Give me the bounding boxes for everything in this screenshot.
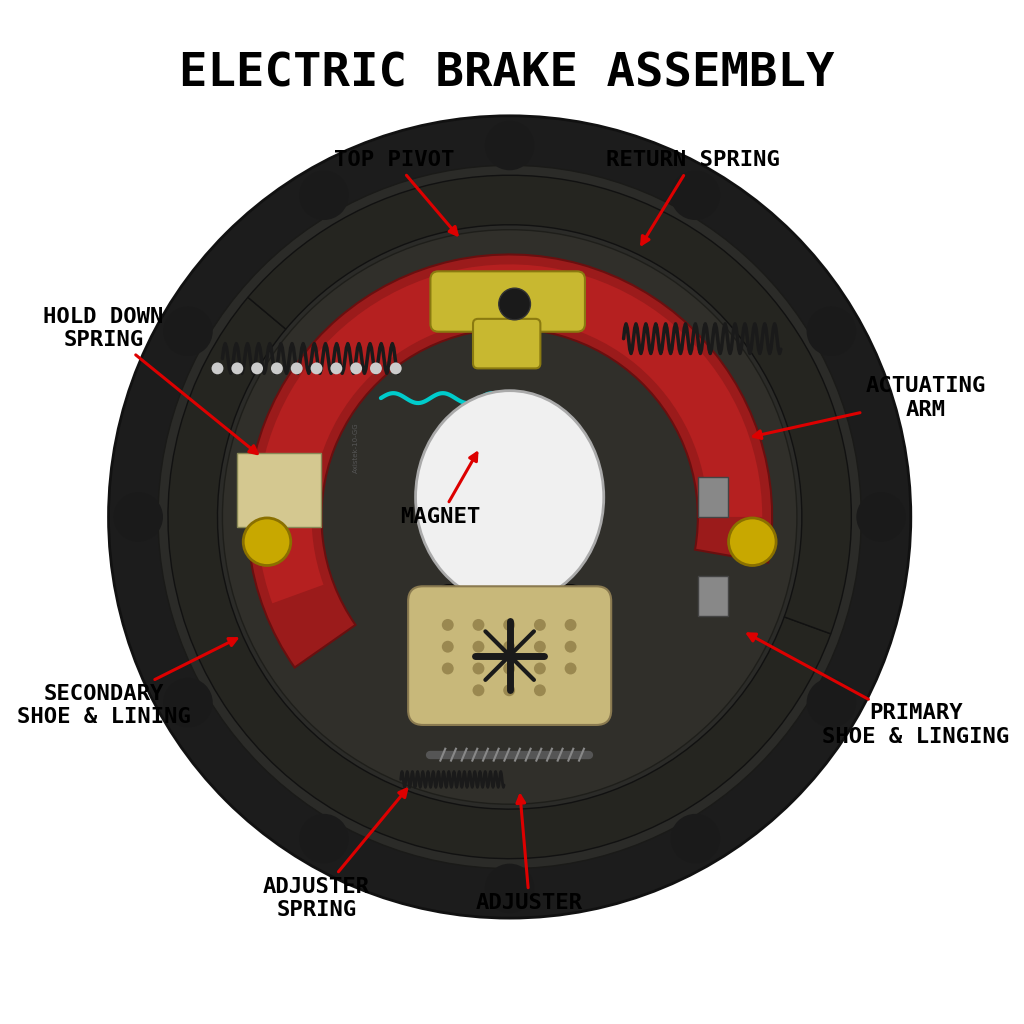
FancyBboxPatch shape: [238, 453, 322, 527]
Circle shape: [158, 165, 861, 868]
Wedge shape: [257, 264, 762, 603]
Circle shape: [163, 306, 213, 356]
Circle shape: [350, 362, 362, 375]
Circle shape: [534, 684, 546, 696]
Circle shape: [222, 229, 797, 804]
Text: ADJUSTER: ADJUSTER: [476, 796, 583, 913]
FancyBboxPatch shape: [473, 318, 541, 369]
Text: RETURN SPRING: RETURN SPRING: [606, 151, 780, 245]
Circle shape: [441, 618, 454, 631]
Circle shape: [503, 641, 515, 652]
Circle shape: [472, 684, 484, 696]
Circle shape: [310, 362, 323, 375]
Circle shape: [485, 121, 535, 170]
Circle shape: [485, 863, 535, 913]
Circle shape: [503, 618, 515, 631]
Circle shape: [251, 362, 263, 375]
FancyBboxPatch shape: [430, 271, 585, 332]
Polygon shape: [698, 577, 728, 616]
Wedge shape: [248, 175, 851, 634]
Circle shape: [291, 362, 303, 375]
Text: HOLD DOWN
SPRING: HOLD DOWN SPRING: [43, 307, 257, 454]
Text: PRIMARY
SHOE & LINGING: PRIMARY SHOE & LINGING: [748, 634, 1010, 746]
Circle shape: [428, 585, 472, 628]
Circle shape: [271, 362, 283, 375]
Ellipse shape: [416, 391, 604, 603]
Circle shape: [503, 663, 515, 675]
Circle shape: [299, 814, 349, 863]
Circle shape: [547, 466, 591, 509]
Text: TOP PIVOT: TOP PIVOT: [334, 151, 457, 234]
Circle shape: [114, 493, 163, 542]
Circle shape: [331, 362, 342, 375]
Circle shape: [671, 814, 720, 863]
Circle shape: [472, 618, 484, 631]
Circle shape: [441, 663, 454, 675]
Circle shape: [441, 641, 454, 652]
Text: MAGNET: MAGNET: [400, 453, 480, 527]
Text: Axistek-10-GG: Axistek-10-GG: [353, 423, 359, 473]
Circle shape: [299, 171, 349, 220]
Circle shape: [534, 663, 546, 675]
Wedge shape: [168, 297, 830, 859]
Circle shape: [534, 641, 546, 652]
Circle shape: [472, 641, 484, 652]
Wedge shape: [247, 255, 772, 668]
Circle shape: [503, 684, 515, 696]
Circle shape: [807, 678, 856, 727]
Circle shape: [564, 618, 577, 631]
Circle shape: [390, 362, 401, 375]
Circle shape: [564, 641, 577, 652]
Text: ACTUATING
ARM: ACTUATING ARM: [754, 377, 986, 438]
Circle shape: [564, 663, 577, 675]
Circle shape: [163, 678, 213, 727]
FancyBboxPatch shape: [409, 587, 611, 725]
Circle shape: [244, 518, 291, 565]
Circle shape: [109, 116, 910, 919]
Text: SECONDARY
SHOE & LINING: SECONDARY SHOE & LINING: [16, 639, 237, 727]
Text: ELECTRIC BRAKE ASSEMBLY: ELECTRIC BRAKE ASSEMBLY: [179, 51, 835, 96]
Circle shape: [856, 493, 906, 542]
Circle shape: [428, 466, 472, 509]
Text: ADJUSTER
SPRING: ADJUSTER SPRING: [263, 790, 407, 920]
Polygon shape: [698, 477, 728, 517]
Circle shape: [472, 663, 484, 675]
Circle shape: [671, 171, 720, 220]
Circle shape: [728, 518, 776, 565]
Circle shape: [499, 288, 530, 319]
Circle shape: [370, 362, 382, 375]
Circle shape: [231, 362, 244, 375]
Circle shape: [212, 362, 223, 375]
Circle shape: [534, 618, 546, 631]
Circle shape: [547, 585, 591, 628]
Circle shape: [807, 306, 856, 356]
